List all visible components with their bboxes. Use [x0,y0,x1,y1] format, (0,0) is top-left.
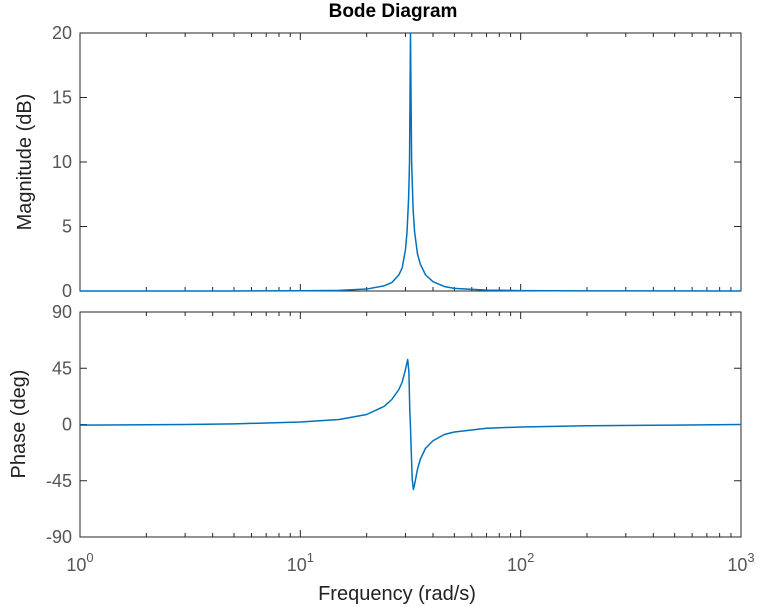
phase-y-ticks: -90 -45 0 45 90 [46,302,741,547]
phase-y-tick-label: 45 [52,358,72,378]
magnitude-y-tick-label: 10 [52,152,72,172]
magnitude-y-tick-label: 0 [62,281,72,301]
phase-x-ticks [79,312,742,537]
phase-y-tick-label: 90 [52,302,72,322]
magnitude-y-ticks: 0 5 10 15 20 [52,23,741,301]
magnitude-y-tick-label: 5 [62,217,72,237]
magnitude-series-line [80,32,742,292]
magnitude-y-tick-label: 15 [52,88,72,108]
magnitude-y-label: Magnitude (dB) [14,94,36,231]
x-tick-label: 100 [66,550,93,575]
chart-title: Bode Diagram [329,1,458,22]
x-axis-label: Frequency (rad/s) [318,583,476,605]
x-tick-label: 102 [507,550,534,575]
x-tick-label: 101 [287,550,314,575]
phase-y-label: Phase (deg) [8,370,30,479]
phase-series-line [79,358,742,491]
x-tick-label: 103 [727,550,754,575]
phase-y-tick-label: -45 [46,471,72,491]
magnitude-y-tick-label: 20 [52,23,72,43]
phase-y-tick-label: -90 [46,527,72,547]
magnitude-subplot: 0 5 10 15 20 Magnitude (dB) [14,23,742,301]
phase-subplot: -90 -45 0 45 90 Phase (deg) [8,302,742,547]
phase-y-tick-label: 0 [62,415,72,435]
x-tick-labels: 100 101 102 103 [66,550,754,575]
